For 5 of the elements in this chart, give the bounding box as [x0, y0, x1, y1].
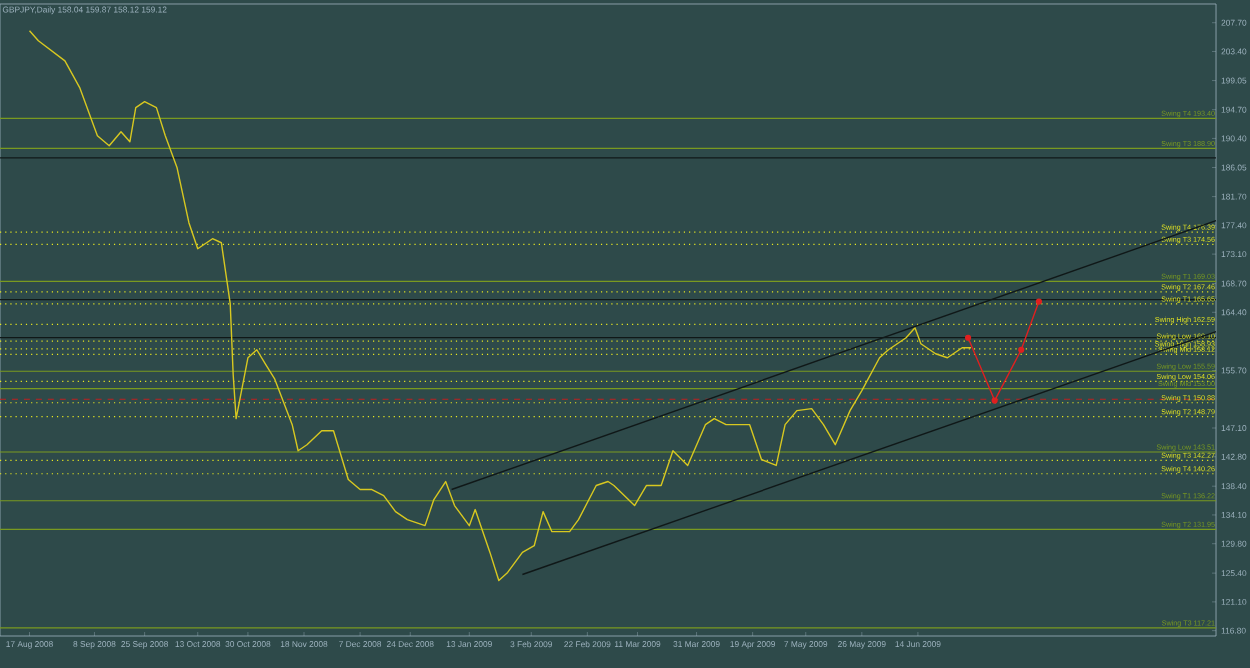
- point: [1035, 298, 1043, 305]
- point: [965, 334, 972, 341]
- point: [991, 397, 998, 404]
- point: [1018, 346, 1025, 353]
- line-series: [28, 30, 972, 582]
